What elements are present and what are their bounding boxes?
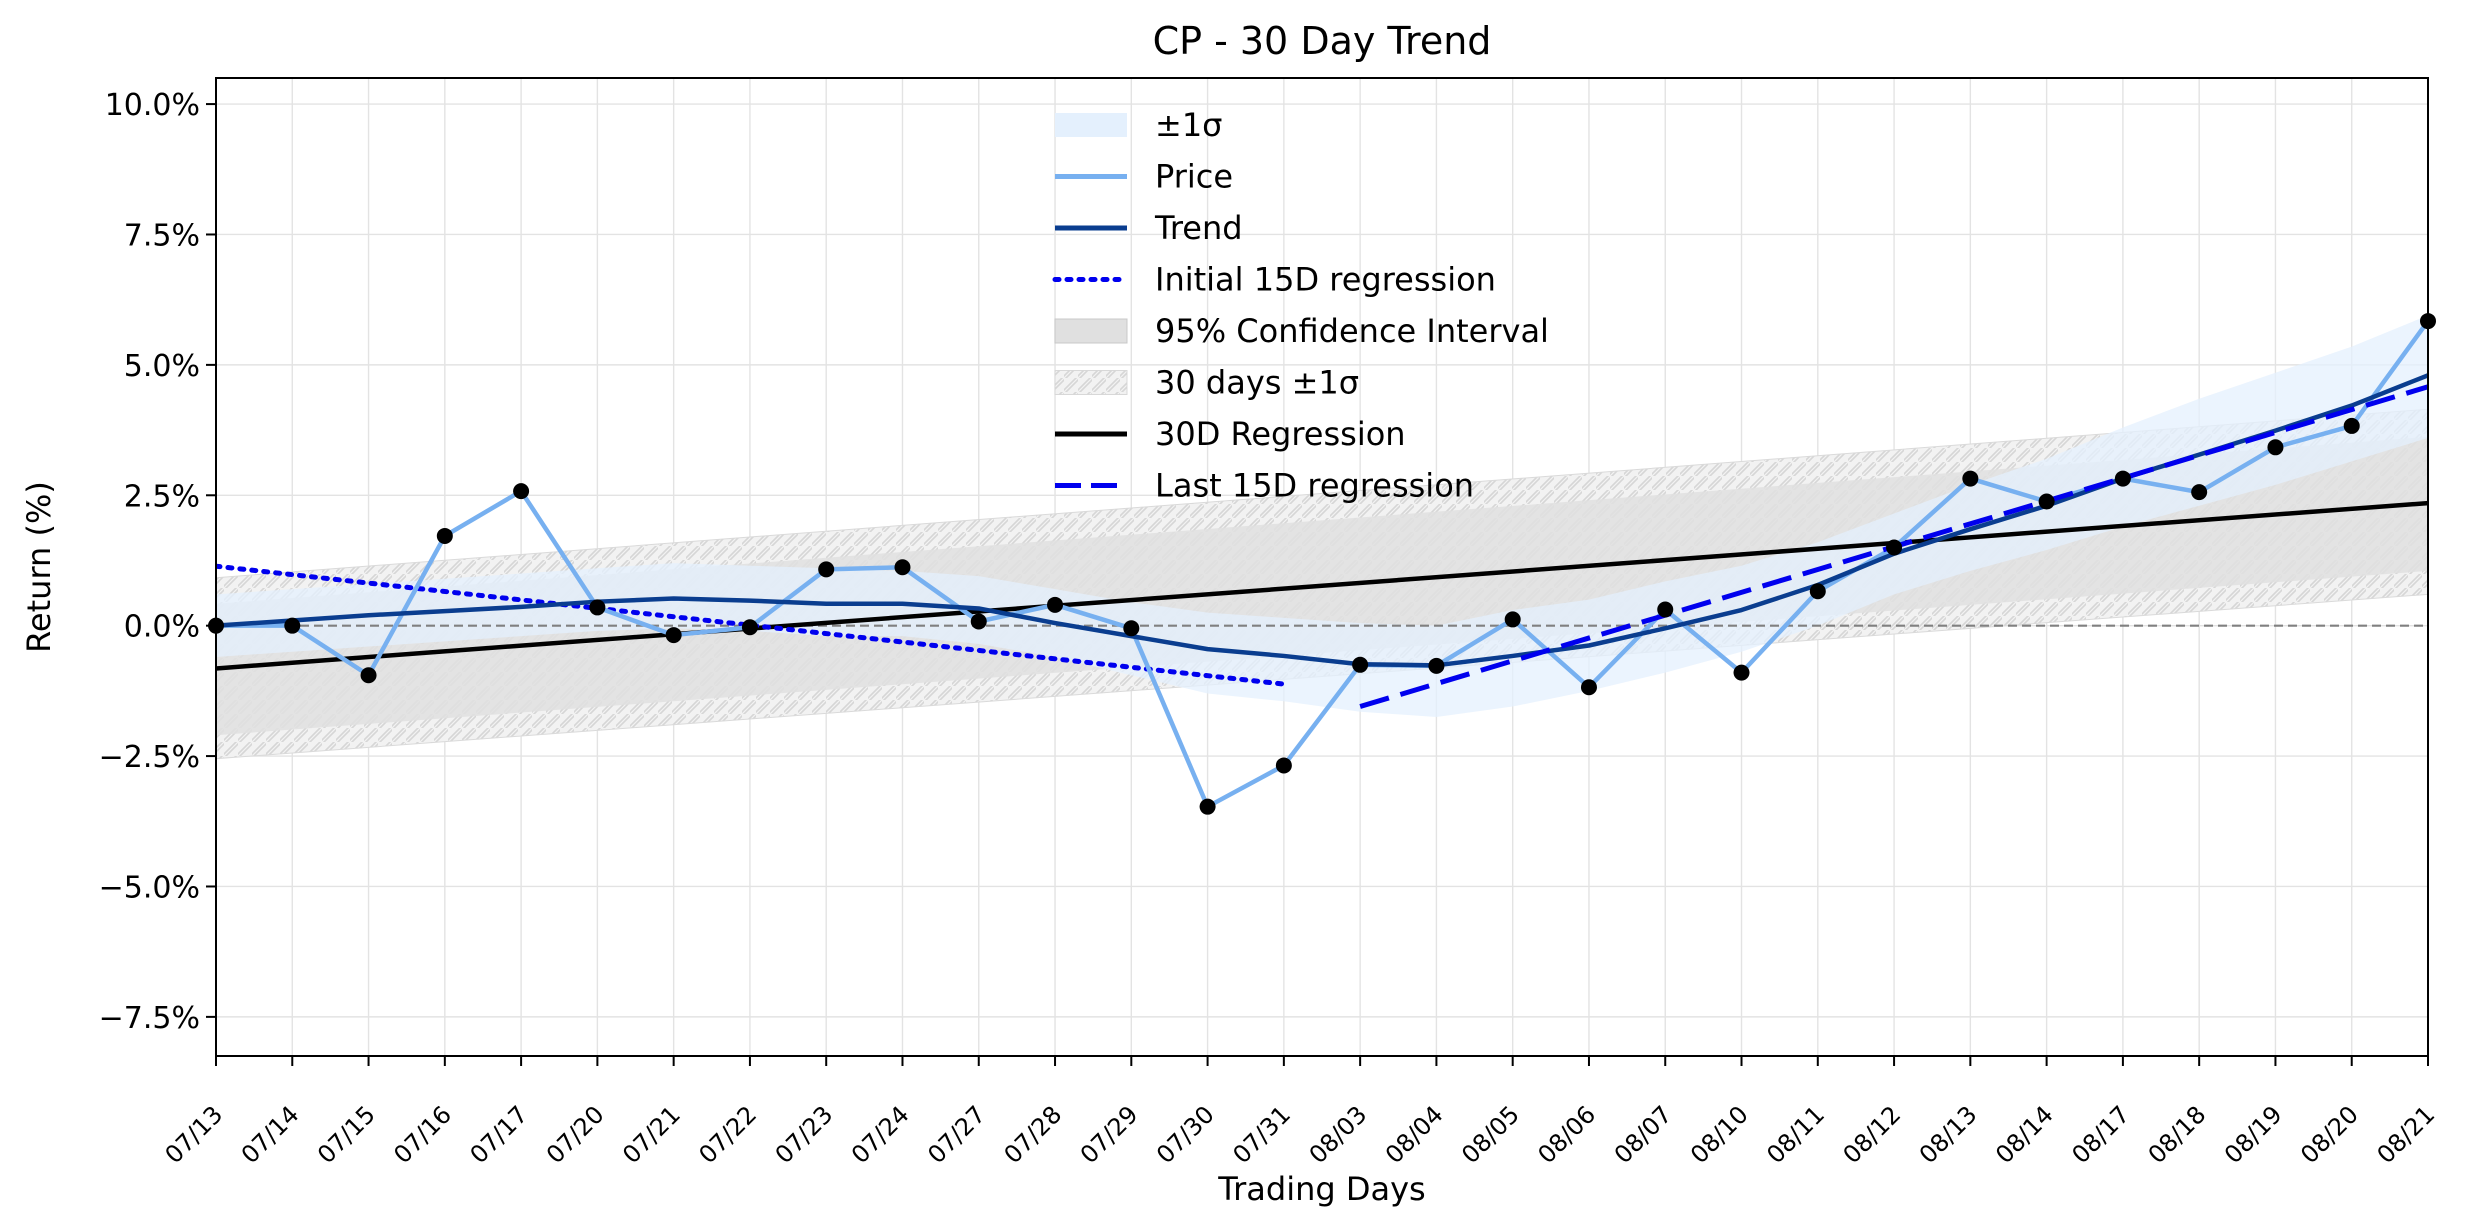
- y-tick-label: 5.0%: [124, 349, 200, 384]
- legend-label: Trend: [1154, 209, 1243, 247]
- price-point: [1733, 664, 1750, 681]
- x-tick-label: 07/24: [846, 1100, 915, 1169]
- legend-swatch: [1055, 113, 1127, 137]
- legend-label: Last 15D regression: [1155, 467, 1474, 505]
- x-axis: 07/13 07/14 07/15 07/16 07/17 07/20 07/21 07/22…: [160, 1056, 2441, 1169]
- y-axis: −7.5% −5.0% −2.5% 0.0% 2.5% 5.0% 7.5% 10.0%: [99, 88, 216, 1036]
- x-tick-label: 08/03: [1304, 1100, 1373, 1169]
- price-point: [513, 483, 530, 500]
- x-tick-label: 08/18: [2143, 1100, 2212, 1169]
- legend-swatch-hatch: [1055, 370, 1127, 395]
- x-tick-label: 08/12: [1838, 1100, 1907, 1169]
- x-tick-label: 08/19: [2219, 1100, 2288, 1169]
- series-lines: [216, 319, 2428, 809]
- price-point: [1275, 757, 1292, 774]
- x-tick-label: 07/13: [160, 1100, 229, 1169]
- price-point: [1504, 611, 1521, 628]
- price-point: [1123, 620, 1140, 637]
- x-tick-label: 07/27: [922, 1100, 991, 1169]
- price-point: [1047, 596, 1064, 613]
- x-tick-label: 07/30: [1151, 1100, 1220, 1169]
- x-tick-label: 08/13: [1914, 1100, 1983, 1169]
- price-point: [1428, 657, 1445, 674]
- y-tick-label: 10.0%: [105, 88, 200, 123]
- x-tick-label: 08/21: [2372, 1100, 2441, 1169]
- y-axis-title: Return (%): [20, 481, 58, 653]
- x-tick-label: 08/11: [1761, 1100, 1830, 1169]
- legend-label: 95% Confidence Interval: [1155, 312, 1549, 350]
- x-tick-label: 07/22: [693, 1100, 762, 1169]
- x-axis-title: Trading Days: [1217, 1170, 1425, 1208]
- price-point: [1962, 470, 1979, 487]
- x-tick-label: 08/17: [2066, 1100, 2135, 1169]
- x-tick-label: 08/07: [1609, 1100, 1678, 1169]
- x-tick-label: 07/14: [236, 1100, 305, 1169]
- legend-item-initial-15d-regression: Initial 15D regression: [1052, 261, 1496, 299]
- chart-title: CP - 30 Day Trend: [1153, 19, 1492, 63]
- band-sigma: [216, 315, 2428, 717]
- price-point: [2343, 417, 2360, 434]
- price-point: [665, 627, 682, 644]
- x-tick-label: 07/17: [465, 1100, 534, 1169]
- legend-label: Price: [1155, 158, 1233, 196]
- price-point: [589, 599, 606, 616]
- x-tick-label: 07/21: [617, 1100, 686, 1169]
- legend-item-95-confidence-interval: 95% Confidence Interval: [1054, 312, 1549, 350]
- y-tick-label: −2.5%: [99, 740, 200, 775]
- x-tick-label: 08/04: [1380, 1100, 1449, 1169]
- legend-label: 30 days ±1σ: [1155, 364, 1359, 402]
- price-point: [1580, 679, 1597, 696]
- price-point: [2191, 484, 2208, 501]
- x-tick-label: 08/06: [1532, 1100, 1601, 1169]
- price-point: [1352, 656, 1369, 673]
- price-point: [1886, 539, 1903, 556]
- legend-item-price: Price: [1055, 158, 1233, 196]
- price-point: [1809, 583, 1826, 600]
- x-tick-label: 08/10: [1685, 1100, 1754, 1169]
- legend-item-1: ±1σ: [1055, 106, 1222, 144]
- y-tick-label: 2.5%: [124, 479, 200, 514]
- price-point: [970, 613, 987, 630]
- price-point: [2038, 493, 2055, 510]
- legend-label: 30D Regression: [1155, 415, 1406, 453]
- legend-item-30d-regression: 30D Regression: [1055, 415, 1406, 453]
- x-tick-label: 07/16: [388, 1100, 457, 1169]
- legend-label: Initial 15D regression: [1155, 261, 1496, 299]
- x-tick-label: 07/31: [1227, 1100, 1296, 1169]
- series-line-30d-regression: [216, 500, 2428, 671]
- x-tick-label: 07/15: [312, 1100, 381, 1169]
- price-point: [2114, 470, 2131, 487]
- y-tick-label: 7.5%: [124, 218, 200, 253]
- price-point: [818, 561, 835, 578]
- x-tick-label: 07/20: [541, 1100, 610, 1169]
- price-point: [436, 527, 453, 544]
- legend-swatch: [1054, 318, 1128, 344]
- x-tick-label: 07/23: [770, 1100, 839, 1169]
- legend-label: ±1σ: [1155, 106, 1222, 144]
- price-point: [284, 617, 301, 634]
- price-point: [1199, 798, 1216, 815]
- legend: ±1σ Price Trend Initial 15D regression 95% C…: [1052, 106, 1549, 505]
- x-tick-label: 08/05: [1456, 1100, 1525, 1169]
- y-tick-label: −7.5%: [99, 1001, 200, 1036]
- legend-item-30-days-1: 30 days ±1σ: [1054, 364, 1359, 402]
- price-point: [1657, 601, 1674, 618]
- x-tick-label: 07/29: [1075, 1100, 1144, 1169]
- plot-frame: [215, 77, 2429, 1057]
- legend-item-last-15d-regression: Last 15D regression: [1055, 467, 1474, 505]
- legend-item-trend: Trend: [1055, 209, 1243, 247]
- y-tick-label: 0.0%: [124, 610, 200, 645]
- price-point: [360, 667, 377, 684]
- price-point: [741, 619, 758, 636]
- price-point: [894, 559, 911, 576]
- series-line-trend: [216, 373, 2428, 668]
- x-tick-label: 07/28: [999, 1100, 1068, 1169]
- y-tick-label: −5.0%: [99, 870, 200, 905]
- x-tick-label: 08/20: [2295, 1100, 2364, 1169]
- x-tick-label: 08/14: [1990, 1100, 2059, 1169]
- price-point: [2267, 439, 2284, 456]
- series-line-initial-15d-regression: [216, 563, 1287, 687]
